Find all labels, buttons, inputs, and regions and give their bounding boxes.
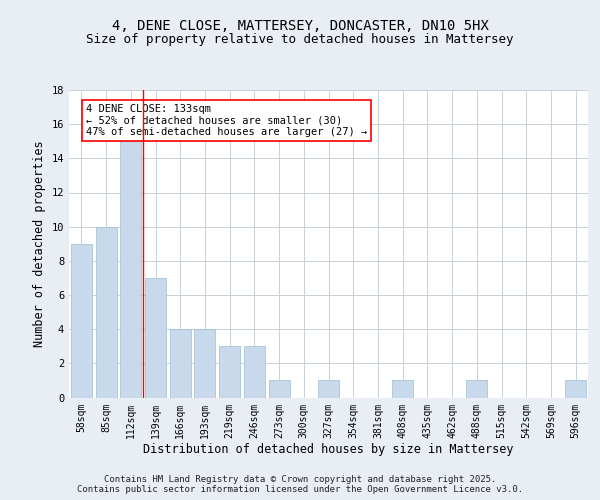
Bar [145, 278, 166, 398]
Bar [95, 226, 116, 398]
Bar [565, 380, 586, 398]
Bar [318, 380, 339, 398]
Bar [170, 329, 191, 398]
Bar [120, 141, 141, 398]
Bar [269, 380, 290, 398]
Bar [244, 346, 265, 398]
Bar [466, 380, 487, 398]
Bar [392, 380, 413, 398]
Text: 4 DENE CLOSE: 133sqm
← 52% of detached houses are smaller (30)
47% of semi-detac: 4 DENE CLOSE: 133sqm ← 52% of detached h… [86, 104, 367, 137]
Bar [194, 329, 215, 398]
Text: Contains HM Land Registry data © Crown copyright and database right 2025.
Contai: Contains HM Land Registry data © Crown c… [77, 474, 523, 494]
Bar [71, 244, 92, 398]
Text: 4, DENE CLOSE, MATTERSEY, DONCASTER, DN10 5HX: 4, DENE CLOSE, MATTERSEY, DONCASTER, DN1… [112, 19, 488, 33]
Text: Size of property relative to detached houses in Mattersey: Size of property relative to detached ho… [86, 33, 514, 46]
Y-axis label: Number of detached properties: Number of detached properties [33, 140, 46, 347]
X-axis label: Distribution of detached houses by size in Mattersey: Distribution of detached houses by size … [143, 443, 514, 456]
Bar [219, 346, 240, 398]
